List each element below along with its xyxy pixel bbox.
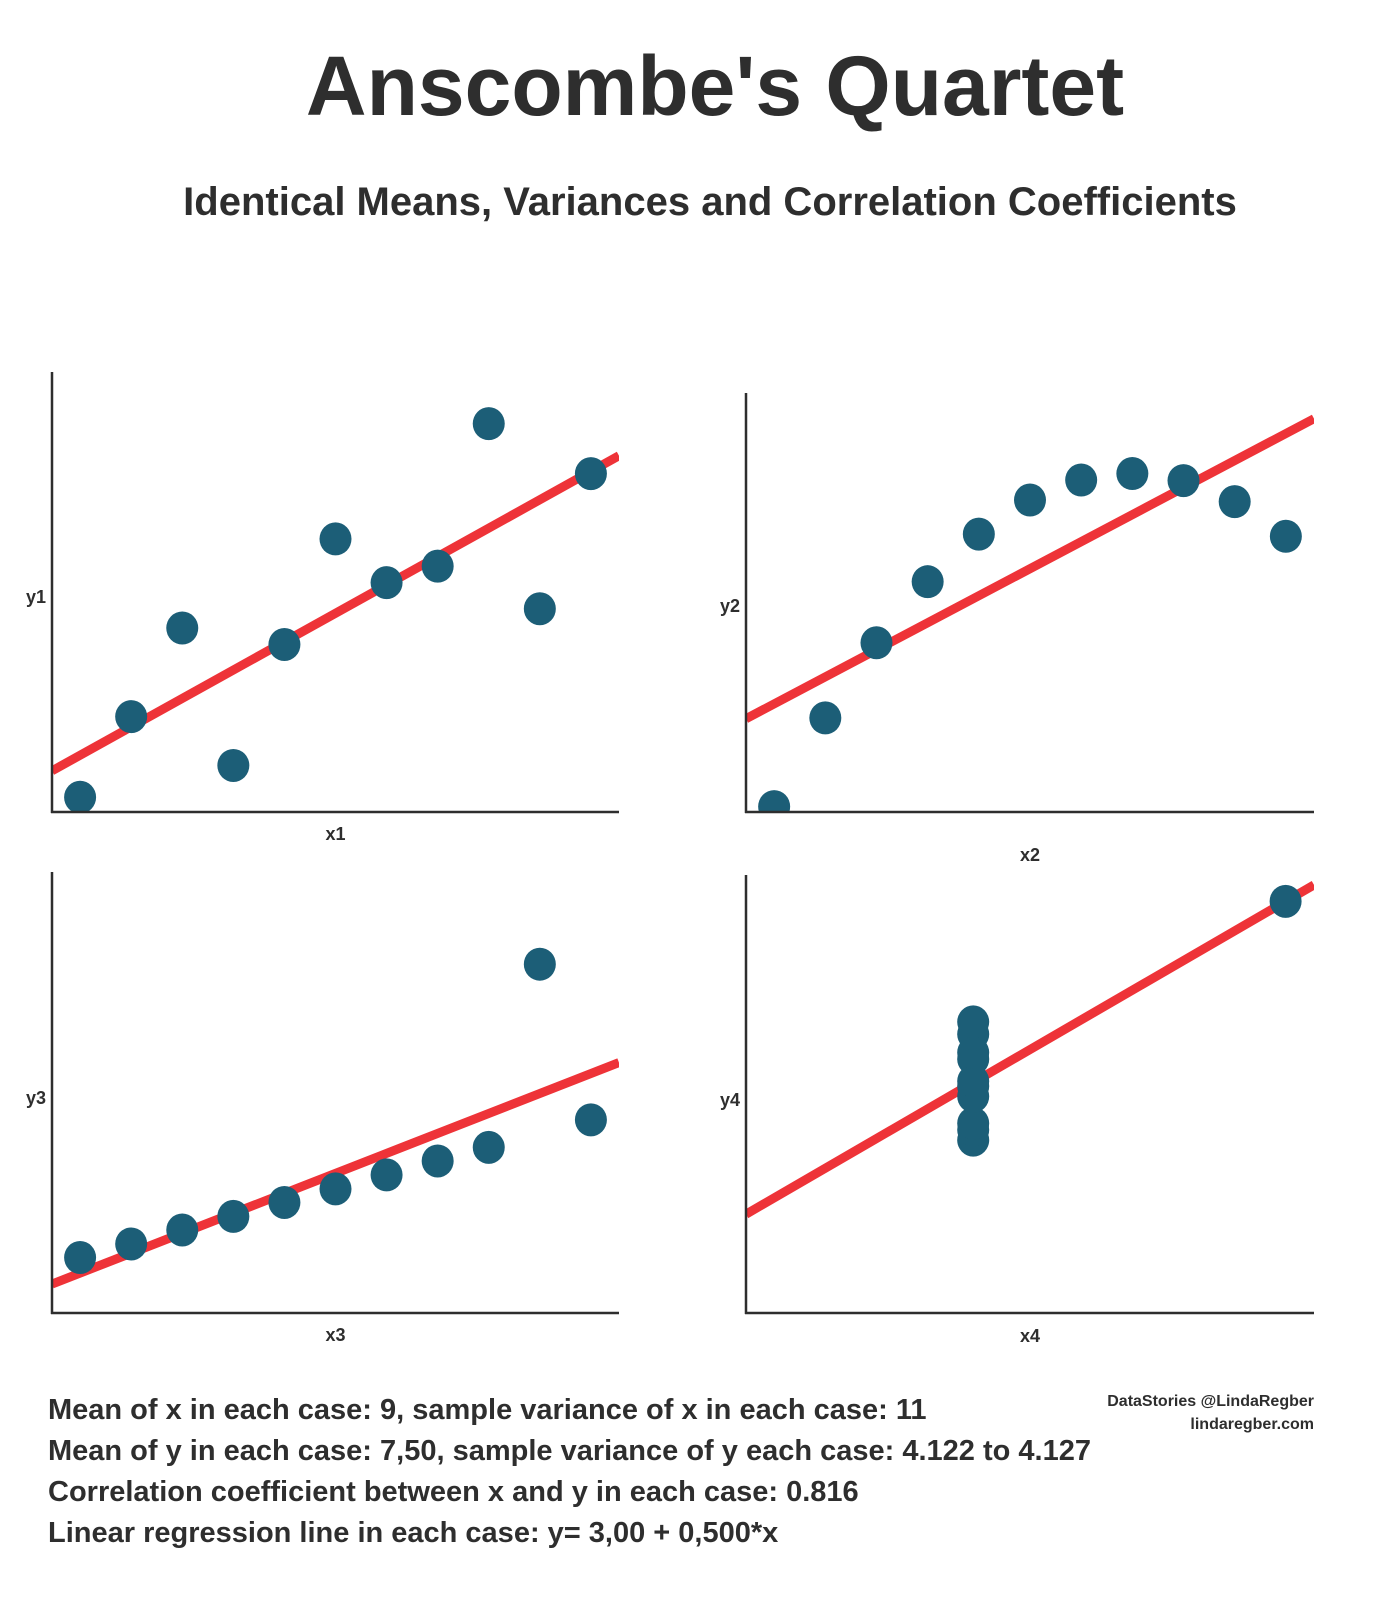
data-point [268, 628, 301, 662]
data-point [1065, 463, 1098, 497]
data-point [574, 457, 607, 491]
x-axis-label: x2 [1020, 845, 1040, 865]
data-point [860, 626, 893, 660]
credit-site: lindaregber.com [1190, 1416, 1314, 1433]
panel-4: x4 y4 [720, 875, 1314, 1346]
stat-mean-x: Mean of x in each case: 9, sample varian… [48, 1394, 927, 1426]
data-point [472, 407, 505, 441]
credit-author: DataStories @LindaRegber [1107, 1393, 1314, 1410]
quartet-plots: x1 y1 x2 y2 x3 y3 x4 y4 [26, 372, 1314, 1346]
y-axis-label: y4 [720, 1090, 740, 1110]
data-point [962, 517, 995, 551]
data-point [319, 522, 352, 556]
credit-block: DataStories @LindaRegber lindaregber.com [1107, 1390, 1314, 1436]
data-point [115, 1227, 148, 1261]
data-points [957, 884, 1302, 1157]
x-axis-label: x1 [325, 824, 345, 844]
data-point [370, 566, 403, 600]
page-title: Anscombe's Quartet [305, 39, 1125, 133]
data-point [523, 592, 556, 626]
y-axis-label: y1 [26, 587, 46, 607]
data-point [370, 1158, 403, 1192]
panel-2: x2 y2 [720, 393, 1314, 865]
panel-3: x3 y3 [26, 872, 619, 1345]
data-point [1269, 884, 1302, 918]
data-point [758, 790, 791, 812]
stat-mean-y: Mean of y in each case: 7,50, sample var… [48, 1435, 1091, 1467]
data-point [115, 700, 148, 734]
data-point [1167, 464, 1200, 498]
data-point [1014, 483, 1046, 517]
stat-correlation: Correlation coefficient between x and y … [48, 1476, 859, 1508]
data-point [957, 1005, 990, 1039]
page-subtitle: Identical Means, Variances and Correlati… [183, 180, 1237, 224]
y-axis-label: y3 [26, 1088, 46, 1108]
panel-1: x1 y1 [26, 372, 619, 844]
data-points [758, 457, 1302, 812]
summary-statistics: Mean of x in each case: 9, sample varian… [48, 1390, 1091, 1554]
data-point [472, 1130, 505, 1164]
regression-line [746, 414, 1314, 723]
data-point [1269, 519, 1302, 553]
x-axis-label: x3 [325, 1325, 345, 1345]
data-point [217, 1199, 250, 1233]
data-point [809, 701, 842, 735]
data-point [319, 1172, 352, 1206]
data-point [217, 748, 250, 782]
data-points [64, 407, 607, 812]
x-axis-label: x4 [1020, 1326, 1040, 1346]
data-point [957, 1106, 990, 1140]
data-points [64, 947, 607, 1275]
data-point [1116, 457, 1149, 491]
regression-line [746, 880, 1314, 1219]
y-axis-label: y2 [720, 596, 740, 616]
data-point [574, 1103, 607, 1137]
data-point [64, 1241, 97, 1275]
data-point [1218, 485, 1251, 519]
data-point [268, 1185, 301, 1219]
data-point [523, 947, 556, 981]
data-point [166, 611, 199, 645]
data-point [166, 1213, 199, 1247]
data-point [421, 549, 454, 583]
data-point [421, 1144, 454, 1178]
data-point [911, 565, 944, 599]
data-point [64, 780, 97, 812]
stat-regression: Linear regression line in each case: y= … [48, 1517, 779, 1549]
